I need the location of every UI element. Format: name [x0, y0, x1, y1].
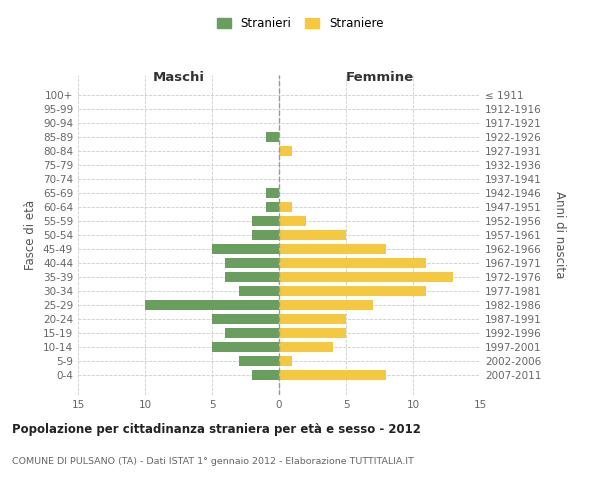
- Text: Popolazione per cittadinanza straniera per età e sesso - 2012: Popolazione per cittadinanza straniera p…: [12, 422, 421, 436]
- Bar: [252, 216, 279, 226]
- Bar: [279, 370, 386, 380]
- Bar: [239, 356, 279, 366]
- Bar: [226, 328, 279, 338]
- Bar: [279, 300, 373, 310]
- Bar: [279, 216, 306, 226]
- Bar: [279, 146, 292, 156]
- Text: COMUNE DI PULSANO (TA) - Dati ISTAT 1° gennaio 2012 - Elaborazione TUTTITALIA.IT: COMUNE DI PULSANO (TA) - Dati ISTAT 1° g…: [12, 458, 414, 466]
- Bar: [212, 314, 279, 324]
- Bar: [252, 230, 279, 240]
- Bar: [279, 342, 332, 352]
- Bar: [266, 188, 279, 198]
- Bar: [279, 328, 346, 338]
- Y-axis label: Anni di nascita: Anni di nascita: [553, 192, 566, 278]
- Bar: [279, 356, 292, 366]
- Bar: [279, 202, 292, 212]
- Bar: [266, 202, 279, 212]
- Bar: [279, 286, 427, 296]
- Bar: [279, 244, 386, 254]
- Bar: [279, 258, 427, 268]
- Bar: [266, 132, 279, 142]
- Bar: [239, 286, 279, 296]
- Bar: [226, 272, 279, 282]
- Bar: [226, 258, 279, 268]
- Legend: Stranieri, Straniere: Stranieri, Straniere: [213, 14, 387, 34]
- Text: Femmine: Femmine: [346, 70, 413, 84]
- Bar: [212, 342, 279, 352]
- Bar: [145, 300, 279, 310]
- Bar: [279, 314, 346, 324]
- Bar: [279, 230, 346, 240]
- Y-axis label: Fasce di età: Fasce di età: [25, 200, 37, 270]
- Bar: [279, 272, 453, 282]
- Bar: [252, 370, 279, 380]
- Bar: [212, 244, 279, 254]
- Text: Maschi: Maschi: [152, 70, 205, 84]
